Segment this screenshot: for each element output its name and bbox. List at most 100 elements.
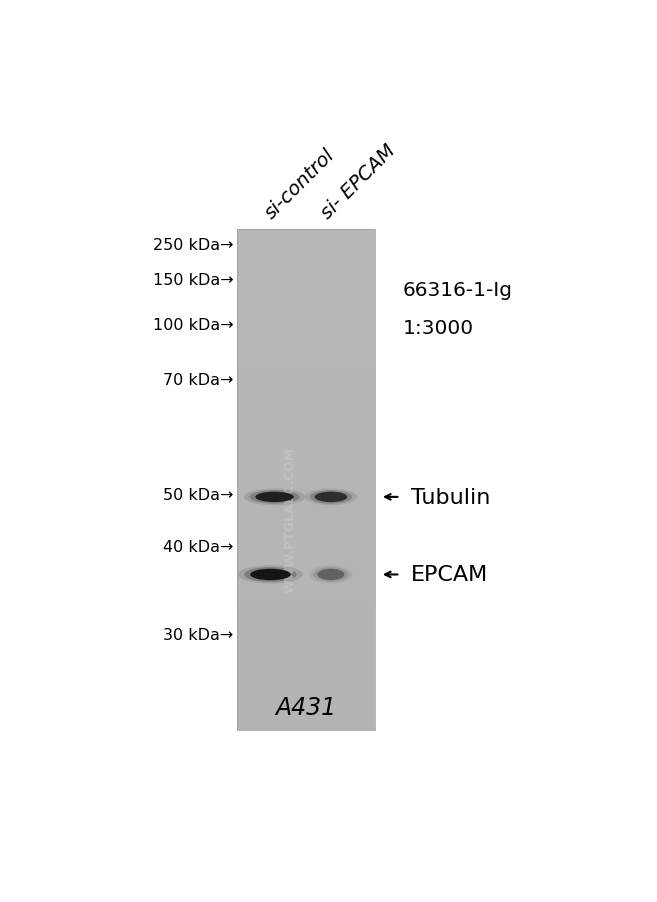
Bar: [237, 670, 375, 673]
Bar: [237, 706, 375, 710]
Bar: [237, 380, 375, 383]
Bar: [237, 376, 375, 380]
Text: 250 kDa→: 250 kDa→: [153, 237, 233, 253]
Bar: [237, 287, 375, 290]
Text: WWW.PTGLABC.COM: WWW.PTGLABC.COM: [283, 446, 296, 593]
Bar: [237, 610, 375, 613]
Bar: [237, 440, 375, 443]
Bar: [237, 417, 375, 419]
Bar: [237, 364, 375, 366]
Bar: [237, 520, 375, 523]
Bar: [237, 667, 375, 670]
Bar: [237, 496, 375, 500]
Bar: [237, 657, 375, 660]
Bar: [237, 336, 375, 340]
Text: 70 kDa→: 70 kDa→: [163, 373, 233, 387]
Bar: [237, 586, 375, 590]
Bar: [237, 433, 375, 437]
Bar: [237, 557, 375, 560]
Bar: [237, 690, 375, 693]
Ellipse shape: [250, 491, 300, 504]
Bar: [237, 720, 375, 723]
Bar: [237, 580, 375, 584]
Bar: [237, 596, 375, 600]
Bar: [237, 354, 375, 356]
Bar: [237, 430, 375, 433]
Bar: [237, 686, 375, 690]
Bar: [237, 403, 375, 407]
Bar: [237, 320, 375, 323]
Bar: [237, 570, 375, 573]
Bar: [237, 539, 375, 543]
Bar: [237, 413, 375, 417]
Bar: [237, 503, 375, 507]
Bar: [237, 407, 375, 410]
Bar: [237, 253, 375, 256]
Bar: [237, 266, 375, 270]
Bar: [237, 613, 375, 616]
Ellipse shape: [238, 566, 303, 584]
Text: 30 kDa→: 30 kDa→: [163, 628, 233, 642]
Bar: [237, 246, 375, 250]
Ellipse shape: [313, 567, 348, 583]
Ellipse shape: [315, 492, 348, 502]
Bar: [237, 566, 375, 570]
Text: EPCAM: EPCAM: [411, 565, 487, 584]
Bar: [237, 350, 375, 354]
Bar: [237, 233, 375, 236]
Text: 40 kDa→: 40 kDa→: [163, 539, 233, 555]
Bar: [237, 726, 375, 730]
Bar: [237, 290, 375, 293]
Bar: [237, 280, 375, 283]
Bar: [237, 606, 375, 610]
Text: A431: A431: [275, 695, 337, 719]
Bar: [237, 470, 375, 474]
Bar: [237, 486, 375, 490]
Bar: [237, 390, 375, 393]
Bar: [237, 393, 375, 397]
Ellipse shape: [317, 569, 344, 581]
Bar: [237, 716, 375, 720]
Bar: [237, 437, 375, 440]
Bar: [237, 547, 375, 550]
Text: 50 kDa→: 50 kDa→: [163, 487, 233, 502]
Bar: [237, 330, 375, 333]
Bar: [237, 510, 375, 513]
Bar: [237, 299, 375, 303]
Text: 150 kDa→: 150 kDa→: [152, 272, 233, 287]
Bar: [237, 244, 375, 246]
Bar: [237, 594, 375, 596]
Bar: [237, 276, 375, 280]
Bar: [237, 309, 375, 313]
Bar: [237, 250, 375, 253]
Bar: [237, 466, 375, 470]
Bar: [237, 600, 375, 603]
Bar: [237, 456, 375, 460]
Bar: [237, 307, 375, 309]
Bar: [237, 453, 375, 456]
Bar: [237, 527, 375, 529]
Bar: [237, 270, 375, 273]
Bar: [237, 517, 375, 520]
Bar: [237, 427, 375, 430]
Bar: [237, 360, 375, 364]
Bar: [237, 303, 375, 307]
Bar: [237, 293, 375, 297]
Bar: [237, 356, 375, 360]
Bar: [237, 590, 375, 594]
Bar: [237, 713, 375, 716]
Text: 66316-1-Ig: 66316-1-Ig: [403, 281, 513, 299]
Bar: [237, 649, 375, 653]
Bar: [237, 710, 375, 713]
Bar: [237, 576, 375, 580]
Bar: [237, 366, 375, 370]
Bar: [237, 660, 375, 663]
Bar: [237, 543, 375, 547]
Bar: [237, 623, 375, 627]
Text: 100 kDa→: 100 kDa→: [152, 318, 233, 332]
Bar: [237, 704, 375, 706]
Bar: [237, 450, 375, 453]
Bar: [237, 283, 375, 287]
Bar: [237, 400, 375, 403]
Bar: [237, 529, 375, 533]
